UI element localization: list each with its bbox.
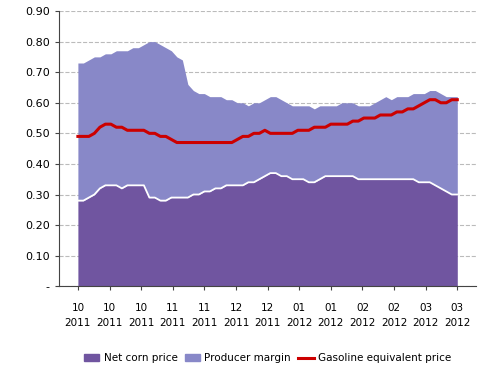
Text: 11: 11 — [198, 303, 211, 313]
Text: 2011: 2011 — [254, 318, 281, 328]
Text: 01: 01 — [293, 303, 306, 313]
Legend: Net corn price, Producer margin, Gasoline equivalent price: Net corn price, Producer margin, Gasolin… — [80, 349, 456, 367]
Text: 2012: 2012 — [349, 318, 376, 328]
Text: 2012: 2012 — [412, 318, 439, 328]
Text: 10: 10 — [135, 303, 148, 313]
Text: 2011: 2011 — [160, 318, 186, 328]
Text: 2012: 2012 — [318, 318, 344, 328]
Text: 2012: 2012 — [286, 318, 312, 328]
Text: 02: 02 — [387, 303, 401, 313]
Text: 12: 12 — [261, 303, 274, 313]
Text: 03: 03 — [451, 303, 464, 313]
Text: 2011: 2011 — [223, 318, 249, 328]
Text: 10: 10 — [103, 303, 116, 313]
Text: 02: 02 — [356, 303, 369, 313]
Text: 2011: 2011 — [191, 318, 218, 328]
Text: 2012: 2012 — [444, 318, 470, 328]
Text: 11: 11 — [166, 303, 179, 313]
Text: 2011: 2011 — [96, 318, 123, 328]
Text: 12: 12 — [229, 303, 243, 313]
Text: 2012: 2012 — [381, 318, 407, 328]
Text: 2011: 2011 — [128, 318, 154, 328]
Text: 03: 03 — [419, 303, 432, 313]
Text: 01: 01 — [324, 303, 337, 313]
Text: 10: 10 — [71, 303, 84, 313]
Text: 2011: 2011 — [65, 318, 91, 328]
